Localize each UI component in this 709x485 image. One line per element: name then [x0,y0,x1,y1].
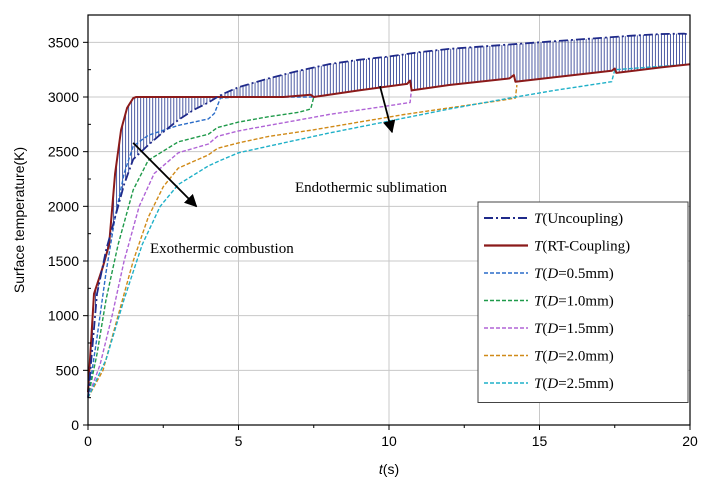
legend-entry-rest: =2.5mm) [558,376,614,392]
legend-entry-open: ( [542,321,547,337]
legend-entry-rest: =0.5mm) [558,266,614,282]
series-line-d-1-5mm [87,88,413,398]
legend-entry-prefix: T [534,321,544,337]
series-line-uncoupling [87,32,691,398]
series-line-d-2-5mm [87,63,691,398]
legend-entry-label: T(Uncoupling) [534,211,623,227]
series-line-rt-coupling [87,63,691,393]
legend-entry-rest: =1.5mm) [558,321,614,337]
y-tick-label: 3000 [48,89,79,105]
x-tick-label: 20 [682,433,698,449]
legend-entry-rest: (RT-Coupling) [542,239,630,255]
y-axis-title: Surface temperature(K) [11,147,27,293]
annotation-label: Exothermic combustion [150,241,294,257]
legend-entry-var: D [546,349,558,365]
legend-entry-rest: =2.0mm) [558,349,614,365]
legend-entry-prefix: T [534,211,544,227]
y-tick-label: 2500 [48,144,79,160]
x-axis-title-var: t [379,461,384,477]
legend-entry-open: ( [542,294,547,310]
y-tick-label: 2000 [48,198,79,214]
legend-entry-rest: (Uncoupling) [542,211,623,227]
legend-entry-open: ( [542,266,547,282]
series-line-d-2-0mm [87,84,518,399]
legend-entry-open: ( [542,376,547,392]
y-tick-label: 500 [56,362,80,378]
annotations: Endothermic sublimation Exothermic combus… [132,85,448,257]
legend-entry-var: D [546,376,558,392]
legend-entry-var: D [546,294,558,310]
legend-entry-prefix: T [534,266,544,282]
legend: T(Uncoupling)T(RT-Coupling)T(D=0.5mm)T(D… [477,201,689,403]
legend-entry-label: T(D=0.5mm) [534,266,614,282]
legend-entry-label: T(D=2.0mm) [534,349,614,365]
annotation-arrow [379,85,396,134]
y-tick-label: 3500 [48,34,79,50]
legend-entry-var: D [546,321,558,337]
x-tick-label: 15 [532,433,548,449]
x-axis-title: t(s) [379,461,399,477]
series-line-d-1-0mm [87,96,315,398]
legend-entry-prefix: T [534,239,544,255]
annotation-arrow [132,142,198,208]
coupling-difference-hatch [92,33,686,346]
x-tick-label: 10 [381,433,397,449]
legend-entry-label: T(D=2.5mm) [534,376,614,392]
x-axis-title-unit: (s) [383,461,399,477]
legend-entry-prefix: T [534,376,544,392]
axis-ticks: 0 500 1000 1500 2000 2500 3000 3500 0 5 10 15 20 [48,14,698,449]
legend-entry-var: D [546,266,558,282]
legend-entry-open: ( [542,349,547,365]
legend-frame [477,201,689,403]
y-tick-label: 1000 [48,308,79,324]
x-tick-label: 0 [84,433,92,449]
y-tick-label: 0 [71,417,79,433]
x-tick-label: 5 [235,433,243,449]
legend-entry-rest: =1.0mm) [558,294,614,310]
legend-entry-label: T(D=1.0mm) [534,294,614,310]
legend-entry-label: T(RT-Coupling) [534,239,630,255]
legend-entry-label: T(D=1.5mm) [534,321,614,337]
legend-entry-prefix: T [534,349,544,365]
y-tick-label: 1500 [48,253,79,269]
legend-entry-prefix: T [534,294,544,310]
series-lines [87,32,691,399]
annotation-label: Endothermic sublimation [295,180,448,196]
